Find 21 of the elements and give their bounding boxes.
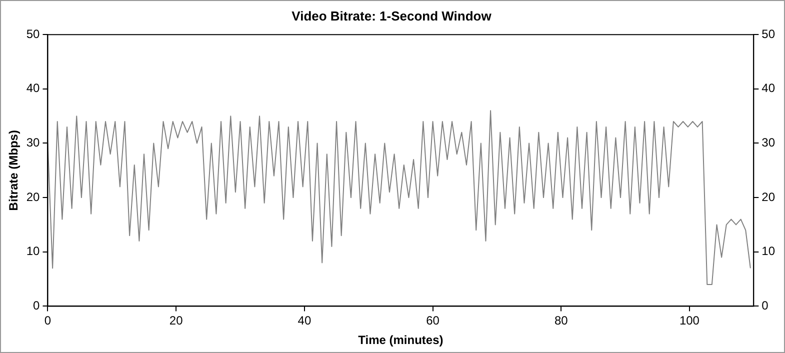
y-tick-label: 30: [26, 136, 40, 150]
x-tick-label: 80: [554, 314, 568, 328]
y2-tick-label: 50: [762, 26, 776, 41]
y2-tick-label: 30: [762, 136, 776, 150]
y2-tick-label: 40: [762, 81, 776, 96]
y2-tick-label: 0: [762, 298, 769, 313]
x-tick-label: 0: [44, 314, 52, 328]
x-tick-label: 60: [426, 314, 440, 328]
y-tick-label: 50: [26, 26, 40, 41]
y-axis-title: Bitrate (Mbps): [6, 130, 21, 211]
y2-tick-label: 20: [762, 190, 776, 204]
x-tick-label: 20: [169, 314, 184, 328]
chart-title: Video Bitrate: 1-Second Window: [292, 8, 492, 24]
y2-tick-label: 10: [762, 244, 776, 258]
x-tick-label: 40: [298, 314, 312, 328]
y-tick-label: 10: [26, 244, 40, 258]
y-tick-label: 40: [26, 81, 40, 96]
y-tick-label: 20: [26, 190, 40, 204]
y-tick-label: 0: [33, 298, 40, 313]
x-axis-title: Time (minutes): [358, 333, 444, 348]
x-tick-label: 100: [679, 314, 700, 328]
